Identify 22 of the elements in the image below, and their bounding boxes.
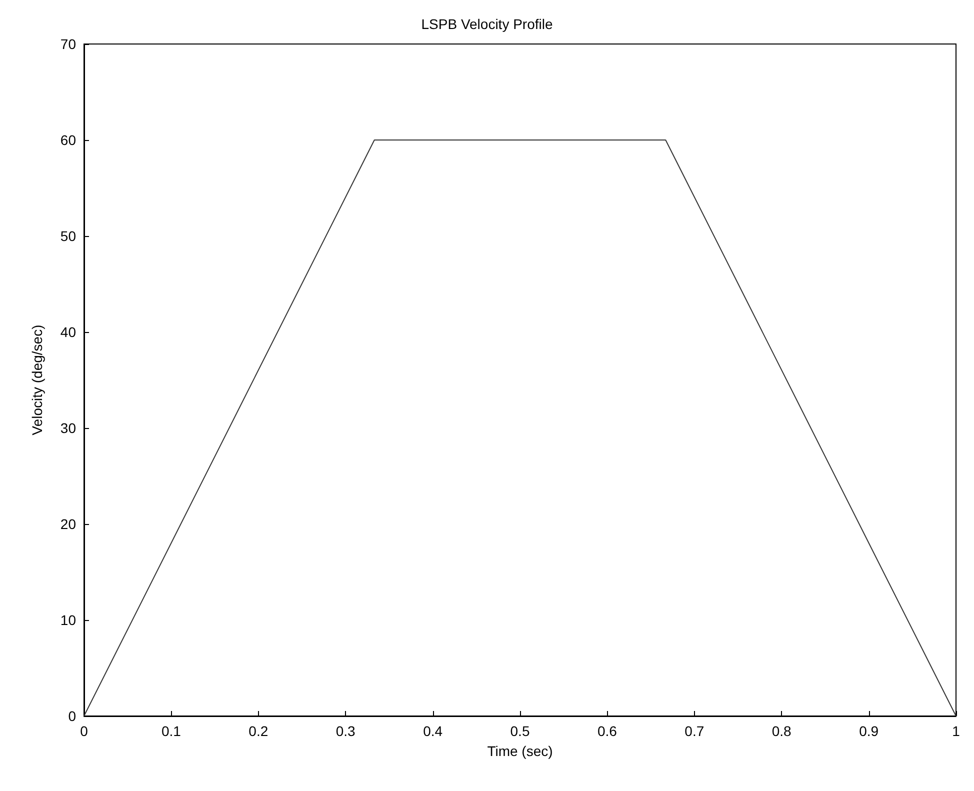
- y-axis-title: Velocity (deg/sec): [29, 324, 45, 436]
- x-tick-label: 0.2: [248, 723, 268, 739]
- x-tick-label: 0.9: [859, 723, 879, 739]
- x-tick-label: 1: [952, 723, 960, 739]
- y-tick-label: 40: [60, 324, 76, 340]
- x-tick-label: 0.5: [510, 723, 530, 739]
- y-tick-label: 20: [60, 516, 76, 532]
- chart-title: LSPB Velocity Profile: [421, 16, 553, 32]
- y-tick-label: 30: [60, 420, 76, 436]
- x-tick-label: 0: [80, 723, 88, 739]
- x-tick-label: 0.6: [597, 723, 618, 739]
- y-tick-label: 10: [60, 612, 76, 628]
- y-tick-label: 0: [68, 708, 76, 724]
- x-tick-label: 0.7: [684, 723, 704, 739]
- y-tick-label: 70: [60, 36, 76, 52]
- x-tick-label: 0.8: [772, 723, 792, 739]
- x-tick-label: 0.4: [423, 723, 443, 739]
- x-tick-label: 0.1: [161, 723, 182, 739]
- y-tick-label: 50: [60, 228, 76, 244]
- x-axis-title: Time (sec): [487, 743, 553, 759]
- y-tick-label: 60: [60, 132, 76, 148]
- x-tick-label: 0.3: [336, 723, 356, 739]
